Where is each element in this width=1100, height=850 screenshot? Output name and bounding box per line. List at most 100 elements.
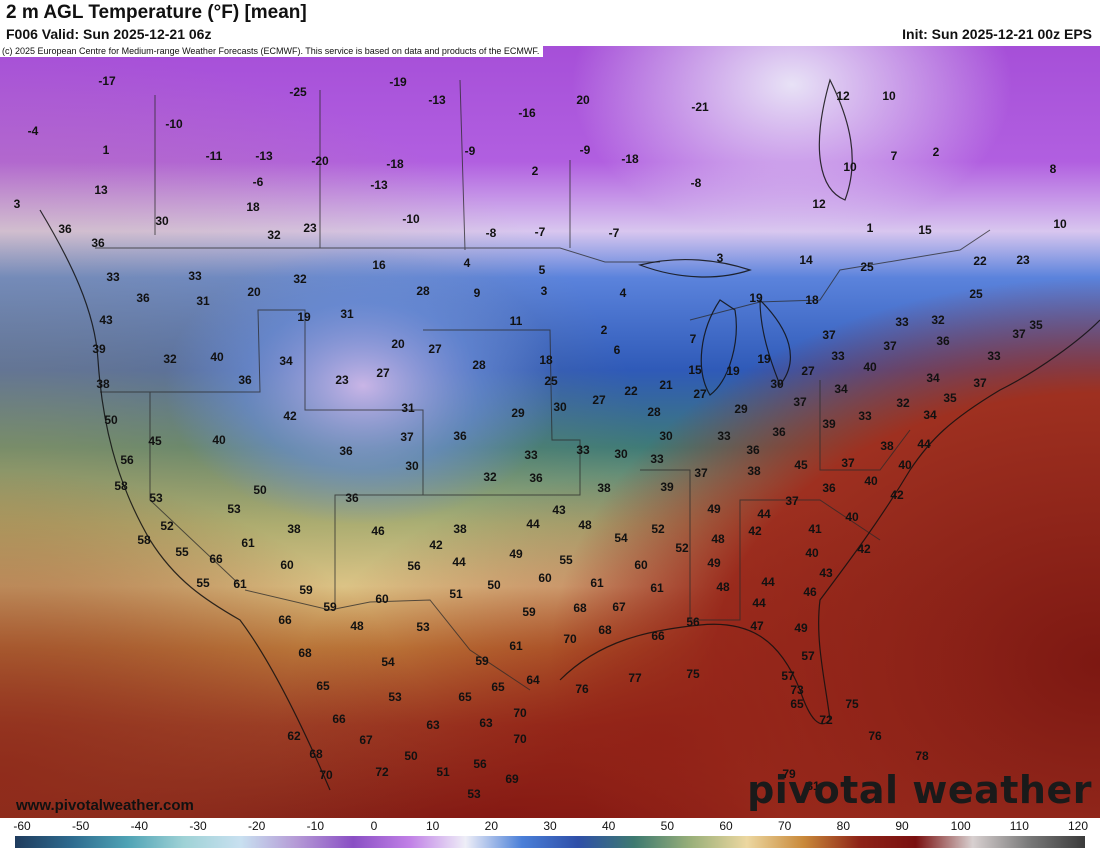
- temperature-value: 70: [563, 632, 577, 646]
- temperature-value: 70: [319, 768, 333, 782]
- temperature-value: 56: [407, 559, 421, 573]
- boundaries: [95, 79, 991, 691]
- temperature-value: 76: [868, 729, 882, 743]
- temperature-value: 68: [573, 601, 587, 615]
- plains-state-lines: [423, 329, 581, 496]
- colorbar-tick-label: -50: [71, 819, 90, 833]
- temperature-value: 30: [614, 447, 628, 461]
- coastlines: [39, 78, 1100, 791]
- temperature-value: 72: [819, 713, 833, 727]
- temperature-value: 42: [748, 524, 762, 538]
- temperature-value: 36: [58, 222, 72, 236]
- temperature-value: 23: [335, 373, 349, 387]
- temperature-value: 44: [757, 507, 771, 521]
- temperature-value: 39: [92, 342, 106, 356]
- gulf-warm-shade: [0, 46, 1100, 818]
- temperature-value: -10: [165, 117, 183, 131]
- temperature-value: -9: [465, 144, 476, 158]
- temperature-value: 13: [94, 183, 108, 197]
- temperature-value: 60: [375, 592, 389, 606]
- lake-michigan: [700, 299, 737, 396]
- temperature-value: 34: [279, 354, 293, 368]
- temperature-value: 37: [822, 328, 836, 342]
- temperature-value: 36: [345, 491, 359, 505]
- colorbar-tick-label: 110: [1009, 819, 1029, 833]
- temperature-value: 20: [576, 93, 590, 107]
- temperature-value: 33: [576, 443, 590, 457]
- temperature-value: -11: [206, 149, 223, 163]
- temperature-value: 73: [790, 683, 804, 697]
- temperature-value: 59: [522, 605, 536, 619]
- temperature-value: 6: [614, 343, 621, 357]
- temperature-value: 19: [757, 352, 771, 366]
- southern-state-lines: [640, 469, 881, 621]
- colorbar-tick-label: 20: [484, 819, 499, 833]
- temperature-value: 36: [746, 443, 760, 457]
- temperature-value: 42: [890, 488, 904, 502]
- temperature-value: 28: [472, 358, 486, 372]
- colorbar-tick-label: 0: [370, 819, 378, 833]
- temperature-value: 34: [834, 382, 848, 396]
- temperature-value: 36: [91, 236, 105, 250]
- temperature-value: 44: [526, 517, 540, 531]
- us-mexico-border: [244, 589, 531, 691]
- temperature-value: 65: [790, 697, 804, 711]
- temperature-value: 38: [287, 522, 301, 536]
- temperature-value: 58: [137, 533, 151, 547]
- temperature-value: 10: [882, 89, 896, 103]
- website-link[interactable]: www.pivotalweather.com: [16, 797, 194, 814]
- temperature-value: 70: [513, 732, 527, 746]
- hudson-bay-coast: [818, 78, 853, 201]
- temperature-value: 35: [1029, 318, 1043, 332]
- temperature-value: 75: [686, 667, 700, 681]
- temperature-value: 30: [659, 429, 673, 443]
- temperature-value: 40: [212, 433, 226, 447]
- colorbar-tick-label: 60: [719, 819, 733, 833]
- colorbar-tick-label: 90: [895, 819, 909, 833]
- temperature-value: 55: [559, 553, 573, 567]
- temperature-value: 7: [690, 332, 697, 346]
- temperature-value: 27: [693, 387, 707, 401]
- temperature-value: -13: [370, 178, 388, 192]
- temperature-value: 1: [867, 221, 874, 235]
- temperature-value: 40: [210, 350, 224, 364]
- temperature-value: 28: [647, 405, 661, 419]
- temperature-value: 47: [750, 619, 764, 633]
- temperature-value: 50: [104, 413, 118, 427]
- temperature-value: 44: [761, 575, 775, 589]
- temperature-value: 69: [505, 772, 519, 786]
- colorbar-tick-label: 40: [601, 819, 616, 833]
- colorbar-tick-label: 80: [836, 819, 851, 833]
- temperature-value: 79: [782, 767, 796, 781]
- temperature-value: 32: [163, 352, 177, 366]
- temperature-value: 43: [819, 566, 833, 580]
- temperature-value: 38: [96, 377, 110, 391]
- temperature-value: 77: [628, 671, 642, 685]
- temperature-value: 44: [752, 596, 766, 610]
- temperature-value: 44: [452, 555, 466, 569]
- temperature-value: 48: [716, 580, 730, 594]
- pacific-coastline: [39, 209, 331, 791]
- temperature-value: 25: [860, 260, 874, 274]
- temperature-value: 53: [227, 502, 241, 516]
- temperature-value: -25: [289, 85, 307, 99]
- colorbar-tick-label: 100: [950, 819, 971, 833]
- temperature-value: 65: [491, 680, 505, 694]
- temperature-value: 33: [895, 315, 909, 329]
- temperature-map: -17 -25 -19 -13 -16 20 -21 12 10 -4 -10 1 -11 -13 -20-…: [0, 46, 1100, 818]
- temperature-value: 51: [436, 765, 450, 779]
- temperature-value: 3: [717, 251, 724, 265]
- temperature-value: 36: [453, 429, 467, 443]
- temperature-value: 40: [864, 474, 878, 488]
- temperature-value: 56: [473, 757, 487, 771]
- temperature-value: 28: [416, 284, 430, 298]
- canada-province-lines: [154, 79, 571, 251]
- temperature-value: -8: [691, 176, 702, 190]
- temperature-value: -18: [621, 152, 639, 166]
- colorbar-tick-label: -40: [130, 819, 148, 833]
- temperature-value: 12: [836, 89, 850, 103]
- temperature-value: 56: [120, 453, 134, 467]
- temperature-value: 19: [749, 291, 763, 305]
- temperature-value: 46: [803, 585, 817, 599]
- colorbar-tick-label: 10: [425, 819, 440, 833]
